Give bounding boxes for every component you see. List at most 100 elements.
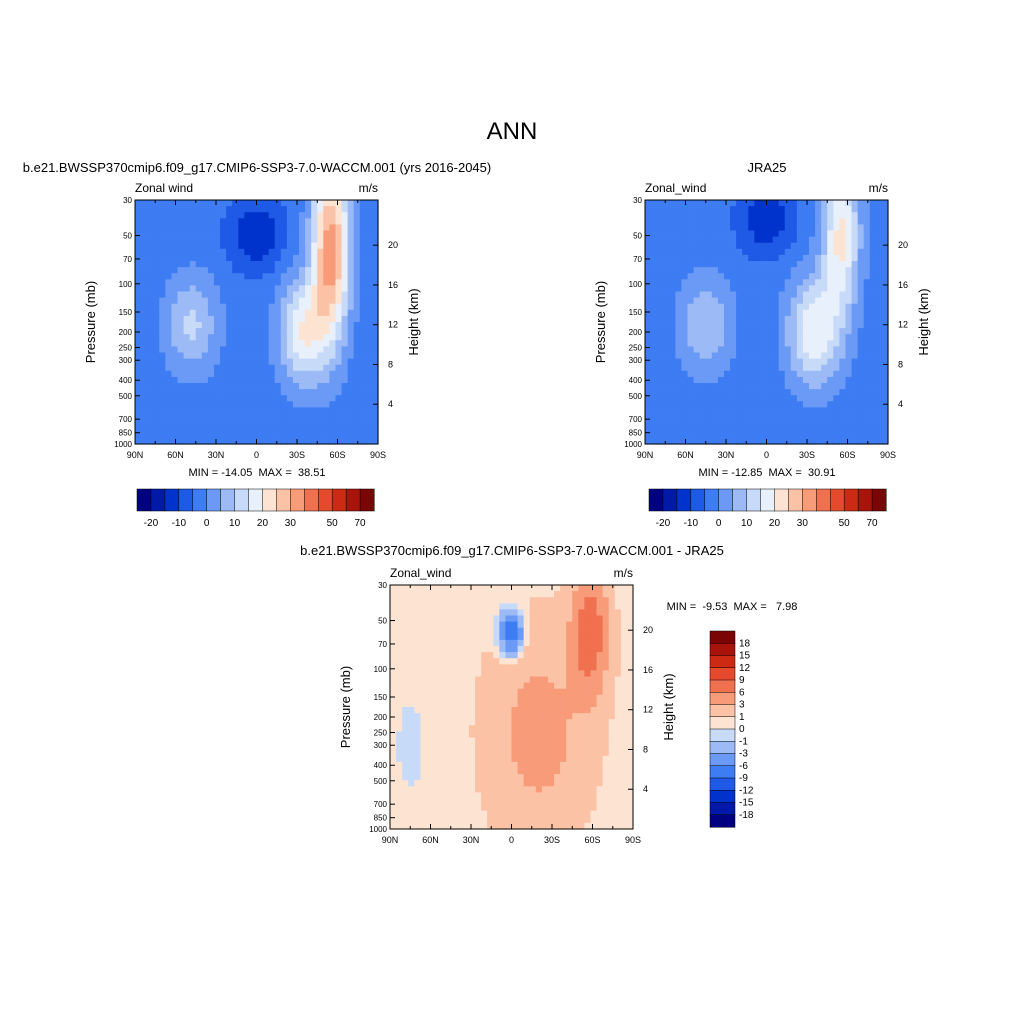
field-cell (353, 212, 361, 219)
field-cell (396, 804, 403, 812)
field-cell (286, 242, 294, 250)
field-cell (189, 206, 197, 213)
field-cell (250, 279, 258, 286)
field-cell (153, 273, 160, 280)
field-cell (541, 621, 549, 629)
field-cell (796, 242, 804, 250)
field-cell (450, 591, 458, 598)
field-cell (645, 261, 652, 268)
field-cell (778, 236, 786, 244)
field-cell (511, 585, 519, 592)
field-cell (402, 743, 409, 751)
field-cell (147, 328, 154, 335)
field-cell (456, 743, 464, 751)
field-cell (523, 780, 531, 787)
field-cell (572, 749, 579, 757)
field-cell (250, 389, 258, 396)
field-cell (420, 804, 428, 812)
field-cell (833, 254, 840, 262)
field-cell (839, 376, 847, 384)
field-cell (305, 206, 312, 213)
field-cell (566, 627, 573, 635)
field-cell (371, 389, 379, 396)
field-cell (390, 591, 397, 598)
field-cell (195, 297, 203, 305)
field-cell (614, 688, 622, 696)
field-cell (705, 395, 713, 402)
field-cell (766, 248, 774, 256)
field-cell (329, 370, 337, 378)
field-cell (821, 200, 828, 207)
field-cell (341, 315, 349, 323)
field-cell (869, 248, 877, 256)
field-cell (699, 364, 707, 372)
field-cell (723, 401, 731, 408)
field-cell (232, 346, 239, 354)
field-cell (207, 279, 215, 286)
field-cell (481, 615, 488, 623)
field-cell (669, 401, 676, 408)
field-cell (402, 621, 409, 629)
field-cell (881, 236, 889, 244)
field-cell (268, 364, 276, 372)
field-cell (341, 340, 349, 347)
field-cell (675, 334, 683, 341)
field-cell (796, 303, 804, 311)
field-cell (438, 682, 446, 690)
field-cell (280, 261, 288, 268)
field-cell (268, 376, 276, 384)
field-cell (396, 591, 403, 598)
field-cell (371, 242, 379, 250)
field-cell (292, 346, 300, 354)
field-cell (317, 425, 324, 433)
field-cell (462, 743, 470, 751)
field-cell (141, 376, 148, 384)
field-cell (572, 761, 579, 769)
field-cell (183, 285, 191, 293)
field-cell (723, 328, 731, 335)
field-cell (505, 761, 513, 769)
field-cell (462, 792, 470, 800)
field-cell (201, 346, 209, 354)
field-cell (547, 707, 555, 714)
field-cell (450, 774, 458, 781)
field-cell (153, 291, 160, 299)
field-cell (699, 261, 707, 268)
field-cell (663, 224, 670, 232)
field-cell (663, 212, 670, 219)
field-cell (189, 437, 197, 445)
field-cell (147, 297, 154, 305)
field-cell (171, 431, 179, 439)
field-cell (602, 652, 610, 659)
field-cell (833, 261, 840, 268)
field-cell (766, 303, 774, 311)
field-cell (778, 218, 786, 225)
field-cell (790, 419, 798, 427)
field-cell (171, 413, 179, 421)
field-cell (274, 291, 282, 299)
field-cell (220, 279, 227, 286)
field-cell (742, 370, 749, 378)
field-cell (851, 242, 859, 250)
field-cell (250, 340, 258, 347)
field-cell (815, 242, 822, 250)
field-cell (705, 248, 713, 256)
field-cell (335, 328, 343, 335)
field-cell (584, 719, 592, 726)
field-cell (535, 792, 543, 800)
field-cell (189, 230, 197, 238)
field-cell (863, 419, 871, 427)
field-cell (420, 633, 428, 641)
field-cell (280, 236, 288, 244)
field-cell (523, 646, 531, 653)
field-cell (754, 254, 762, 262)
field-cell (335, 297, 343, 305)
field-cell (493, 688, 500, 696)
field-cell (499, 804, 507, 812)
field-cell (572, 780, 579, 787)
field-cell (566, 755, 573, 763)
field-cell (353, 431, 361, 439)
field-cell (517, 804, 525, 812)
field-cell (335, 322, 343, 329)
field-cell (171, 352, 179, 360)
